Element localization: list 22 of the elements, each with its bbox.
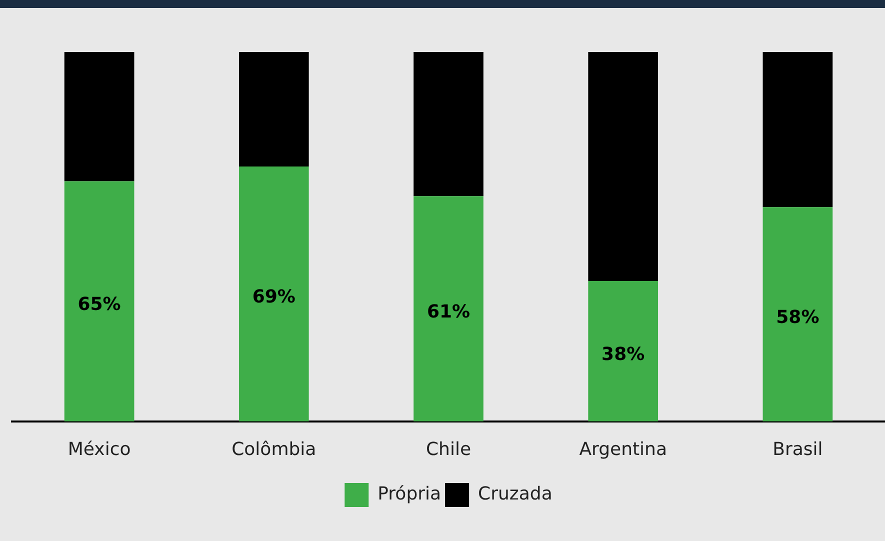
bar xyxy=(588,52,658,282)
bar xyxy=(238,52,309,167)
x-tick-label: Colômbia xyxy=(232,438,316,460)
bar xyxy=(414,52,484,196)
x-tick-label: Argentina xyxy=(579,438,668,460)
bar xyxy=(414,196,484,422)
data-label: 69% xyxy=(252,286,296,308)
bar xyxy=(64,181,134,422)
legend-label: Cruzada xyxy=(478,484,552,505)
x-tick-label: México xyxy=(68,438,131,460)
bar xyxy=(64,52,134,182)
x-tick-label: Brasil xyxy=(772,438,823,460)
bar xyxy=(762,207,833,422)
x-tick-label: Chile xyxy=(426,438,472,460)
bar xyxy=(588,281,658,422)
bar xyxy=(238,166,309,422)
bar xyxy=(762,52,833,208)
legend-label: Própria xyxy=(378,484,442,505)
data-label: 38% xyxy=(602,344,645,365)
data-label: 58% xyxy=(776,306,820,328)
data-label: 61% xyxy=(426,301,470,322)
data-label: 65% xyxy=(78,294,121,316)
